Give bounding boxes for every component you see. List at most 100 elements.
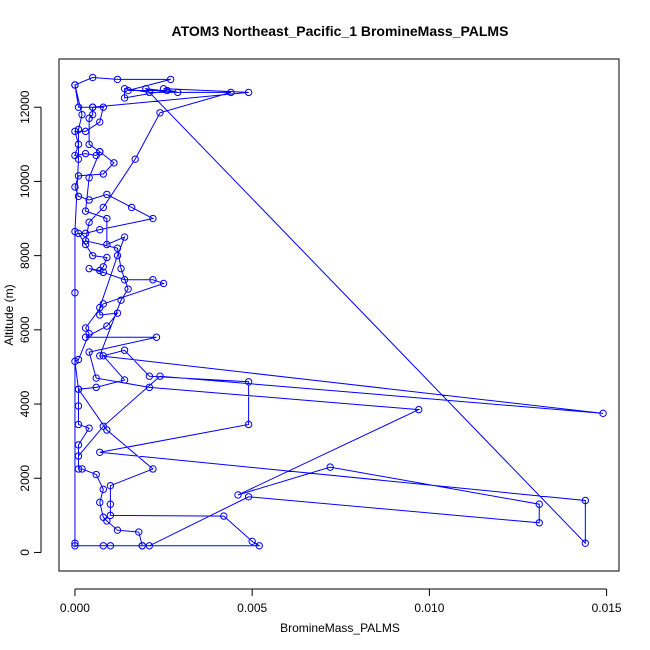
data-point (71, 542, 79, 550)
data-point (85, 348, 93, 356)
data-point (74, 229, 83, 238)
data-point (81, 324, 90, 332)
data-point (85, 196, 93, 204)
data-point (99, 485, 108, 494)
data-point (159, 279, 168, 288)
data-point (74, 192, 83, 200)
data-point (71, 227, 79, 236)
y-tick-label: 0 (18, 549, 32, 556)
data-point (120, 84, 129, 93)
data-point (96, 148, 104, 156)
y-tick-label: 2000 (18, 465, 32, 492)
data-point (85, 114, 93, 123)
data-point (92, 470, 100, 479)
data-point (81, 207, 90, 215)
data-point (74, 452, 83, 460)
data-point (145, 372, 154, 380)
data-point (99, 422, 108, 430)
data-point (92, 374, 100, 382)
x-axis-label: BromineMass_PALMS (280, 621, 400, 635)
data-point (74, 385, 83, 393)
y-tick-label: 8000 (18, 242, 32, 269)
data-point (113, 526, 122, 534)
data-point (103, 214, 111, 223)
data-point (149, 465, 157, 473)
data-point (74, 355, 83, 364)
data-point (103, 190, 111, 199)
x-tick-label: 0.005 (237, 601, 267, 615)
data-point (166, 75, 175, 84)
data-point (145, 88, 154, 97)
data-point (74, 420, 83, 429)
x-axis: 0.000 0.005 0.010 0.015 (60, 588, 622, 615)
data-point (145, 542, 154, 550)
data-point (174, 88, 182, 97)
plot-frame (58, 58, 620, 572)
data-point (581, 539, 590, 547)
data-point (124, 285, 132, 293)
data-point (96, 352, 104, 360)
data-point (99, 542, 108, 550)
data-point (535, 500, 543, 508)
data-point (96, 448, 104, 456)
data-point (244, 420, 253, 429)
y-axis: 0 2000 4000 6000 8000 10000 12000 (18, 90, 42, 556)
data-point (81, 240, 90, 249)
y-tick-label: 4000 (18, 390, 32, 417)
data-point (135, 528, 143, 536)
data-point (120, 276, 129, 284)
data-point (88, 251, 97, 260)
data-point (99, 203, 108, 212)
data-point (81, 229, 90, 238)
data-point (110, 159, 118, 167)
data-point (248, 537, 256, 546)
data-point (99, 103, 108, 111)
x-tick-label: 0.000 (60, 601, 90, 615)
data-point (106, 481, 115, 490)
data-point (220, 512, 228, 520)
data-point (96, 266, 104, 275)
data-point (88, 73, 97, 82)
data-point (96, 498, 104, 507)
data-point (74, 140, 83, 149)
data-point (535, 519, 543, 527)
chart-title: ATOM3 Northeast_Pacific_1 BromineMass_PA… (172, 23, 509, 39)
data-point (326, 463, 334, 471)
data-point (85, 140, 93, 149)
data-point (74, 103, 83, 111)
data-point (81, 333, 90, 341)
data-point (103, 517, 111, 525)
data-point (88, 103, 97, 111)
data-point (71, 127, 79, 136)
data-point (96, 225, 104, 234)
data-point (92, 383, 100, 392)
data-point (156, 372, 164, 380)
data-point (227, 88, 235, 97)
data-point (74, 465, 83, 473)
data-point (152, 333, 161, 341)
data-point (85, 424, 93, 432)
data-point (581, 496, 590, 505)
data-point (124, 86, 132, 95)
data-point (415, 405, 423, 414)
data-point (71, 357, 79, 366)
data-point (244, 88, 253, 97)
y-axis-label: Altitude (m) (2, 284, 16, 345)
data-point (71, 289, 79, 297)
data-point (244, 378, 253, 386)
data-point (127, 203, 136, 212)
data-point (120, 94, 129, 102)
data-point (99, 352, 108, 360)
data-point (255, 542, 263, 550)
data-point (156, 109, 164, 117)
data-point (85, 264, 93, 273)
data-point (78, 465, 86, 473)
data-point (163, 86, 171, 95)
data-points (71, 73, 607, 550)
data-point (81, 127, 90, 136)
data-point (96, 118, 104, 126)
series-line (74, 77, 604, 547)
data-point (71, 539, 79, 547)
data-point (71, 183, 79, 191)
